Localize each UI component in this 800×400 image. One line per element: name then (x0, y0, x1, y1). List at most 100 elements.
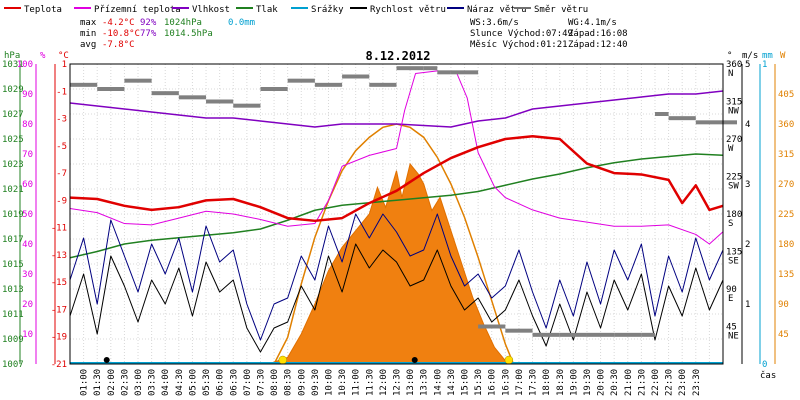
humidity-tick-label: 40 (22, 240, 33, 250)
stat-rain: 0.0mm (228, 18, 255, 28)
x-tick-label: 02:30 (120, 369, 130, 396)
x-tick-label: 11:00 (352, 369, 362, 396)
wind-speed-tick-label: 1 (745, 300, 750, 310)
wind-direction-mark (641, 332, 655, 337)
humidity-tick-label: 80 (22, 120, 33, 130)
info-sun-rise: Slunce Východ:07:49 (470, 29, 573, 39)
stat-avg-temp: -7.8°C (102, 40, 135, 50)
x-tick-label: 08:00 (270, 369, 280, 396)
x-tick-label: 15:30 (474, 369, 484, 396)
x-tick-label: 23:00 (678, 369, 688, 396)
x-tick-label: 09:30 (311, 369, 321, 396)
info-wg: WG:4.1m/s (568, 18, 617, 28)
pressure-tick-label: 1025 (2, 135, 24, 145)
info-ws: WS:3.6m/s (470, 18, 519, 28)
x-tick-label: 07:00 (243, 369, 253, 396)
wind-direction-mark (178, 95, 207, 100)
x-tick-label: 15:00 (461, 369, 471, 396)
info-block: WS:3.6m/s WG:4.1m/s Slunce Východ:07:49 … (470, 18, 628, 50)
stat-max-temp: -4.2°C (102, 18, 135, 28)
direction-name-label: NE (728, 332, 739, 342)
wind-direction-mark (654, 112, 669, 116)
pressure-tick-label: 1021 (2, 185, 24, 195)
wind-direction-mark (287, 78, 315, 83)
legend-label: Vlhkost (192, 5, 230, 15)
solar-tick-label: 405 (778, 90, 794, 100)
wind-direction-mark (505, 328, 533, 333)
x-axis-label: čas (760, 370, 776, 381)
x-tick-label: 13:00 (406, 369, 416, 396)
wind-direction-mark (423, 66, 438, 71)
humidity-line (69, 90, 724, 128)
legend-label: Tlak (256, 5, 278, 15)
pressure-tick-label: 1009 (2, 335, 24, 345)
temperature-tick-label: -15 (51, 278, 67, 288)
stat-max-label: max (80, 18, 97, 28)
humidity-tick-label: 90 (22, 90, 33, 100)
moonrise-marker (103, 357, 110, 363)
solar-tick-label: 225 (778, 210, 794, 220)
wind-direction-mark (559, 332, 587, 337)
x-tick-label: 05:00 (188, 369, 198, 396)
temperature-tick-label: -11 (51, 224, 67, 234)
x-tick-label: 18:30 (556, 369, 566, 396)
wind-direction-mark (314, 82, 343, 87)
humidity-tick-label: 100 (17, 60, 33, 70)
wind-speed-tick-label: 3 (745, 180, 750, 190)
solar-tick-label: 90 (778, 300, 789, 310)
pressure-tick-label: 1017 (2, 235, 24, 245)
wind-direction-mark (233, 103, 261, 108)
wind-speed-axis-title: m/s (742, 51, 758, 61)
x-tick-label: 04:00 (161, 369, 171, 396)
wind-speed-tick-label: 5 (745, 60, 750, 70)
direction-tick-label: 90 (726, 285, 737, 295)
wind-direction-mark (586, 332, 615, 337)
temperature-tick-label: 1 (62, 60, 67, 70)
rain-tick-label: 0 (762, 360, 767, 370)
direction-tick-label: 315 (726, 98, 742, 108)
x-tick-label: 21:30 (637, 369, 647, 396)
stat-min-press: 1014.5hPa (164, 29, 213, 39)
legend-label: Rychlost větru (370, 5, 446, 15)
temperature-axis-title: °C (58, 51, 69, 61)
direction-tick-label: 360 (726, 60, 742, 70)
temperature-tick-label: -19 (51, 333, 67, 343)
x-tick-label: 21:00 (624, 369, 634, 396)
x-tick-label: 16:30 (501, 369, 511, 396)
x-tick-label: 17:00 (515, 369, 525, 396)
x-tick-label: 07:30 (256, 369, 266, 396)
axes: hPa1031102910271025102310211019101710151… (2, 51, 794, 396)
stat-min-hum: 77% (140, 29, 157, 39)
wind-direction-mark (260, 87, 288, 91)
pressure-tick-label: 1015 (2, 260, 24, 270)
x-tick-label: 20:00 (597, 369, 607, 396)
x-tick-label: 06:30 (229, 369, 239, 396)
direction-name-label: N (728, 69, 733, 79)
legend-label: Směr větru (534, 5, 588, 15)
humidity-tick-label: 30 (22, 270, 33, 280)
wind-direction-mark (206, 99, 234, 104)
x-tick-label: 01:00 (80, 369, 90, 396)
x-tick-label: 05:30 (202, 369, 212, 396)
humidity-tick-label: 60 (22, 180, 33, 190)
solar-axis-title: W (780, 51, 786, 61)
moonset-marker (411, 357, 418, 363)
direction-name-label: SW (728, 182, 739, 192)
solar-tick-label: 360 (778, 120, 794, 130)
wind-direction-mark (614, 332, 642, 337)
chart-title: 8.12.2012 (365, 49, 430, 63)
legend-label: Teplota (24, 5, 62, 15)
pressure-tick-label: 1031 (2, 60, 24, 70)
pressure-tick-label: 1007 (2, 360, 24, 370)
x-tick-label: 23:30 (692, 369, 702, 396)
stat-min-temp: -10.8°C (102, 29, 140, 39)
direction-name-label: E (728, 294, 733, 304)
wind-speed-tick-label: 2 (745, 240, 750, 250)
wind-direction-mark (532, 332, 560, 337)
x-tick-label: 22:30 (665, 369, 675, 396)
direction-name-label: S (728, 219, 733, 229)
x-tick-label: 14:00 (433, 369, 443, 396)
direction-name-label: SE (728, 257, 739, 267)
temperature-tick-label: -21 (51, 360, 67, 370)
